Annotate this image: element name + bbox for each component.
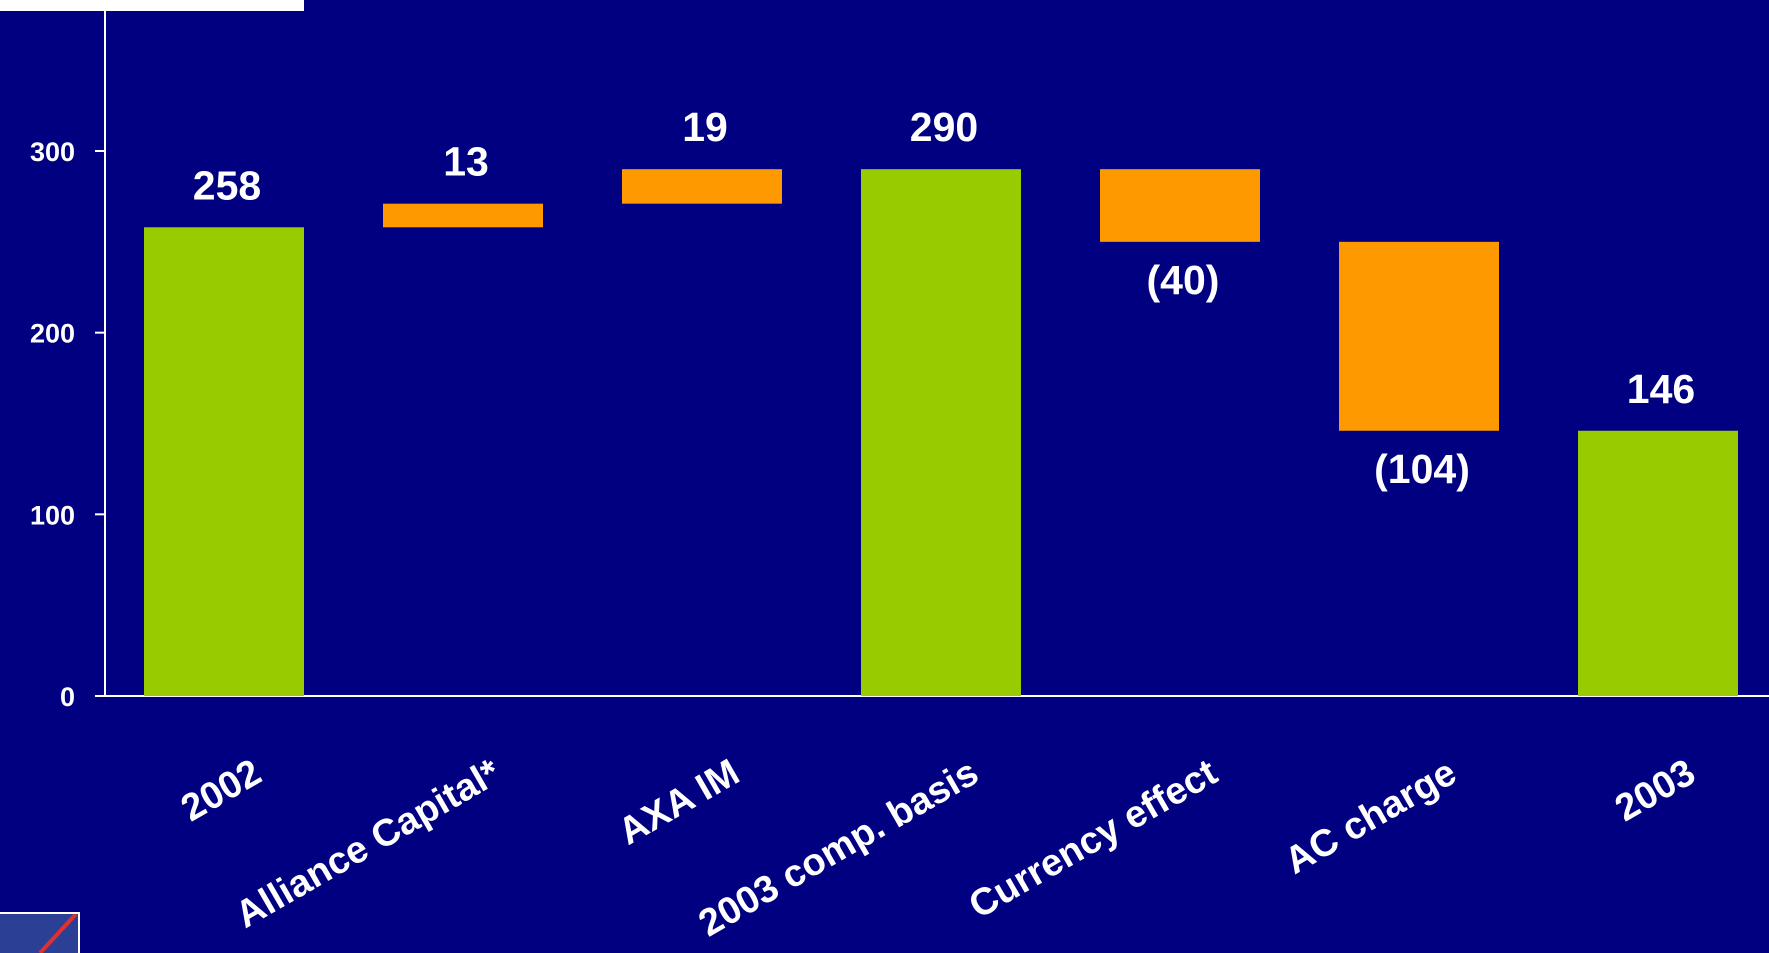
data-label: (104)	[1374, 446, 1470, 492]
data-label: 146	[1627, 366, 1695, 412]
y-tick-label: 300	[30, 137, 75, 167]
y-tick-label: 100	[30, 500, 75, 530]
y-tick-label: 200	[30, 319, 75, 349]
category-label: AC charge	[1278, 751, 1464, 882]
data-label: 258	[193, 162, 261, 208]
data-label: 290	[910, 104, 978, 150]
y-tick-label: 0	[60, 682, 75, 712]
bar-2002	[144, 227, 304, 697]
category-label: 2003	[1608, 751, 1702, 830]
category-label: Alliance Capital*	[229, 751, 508, 936]
logo-mark-icon	[38, 914, 78, 953]
category-label: 2002	[174, 751, 268, 830]
bar-2003	[1578, 430, 1738, 696]
data-label: 19	[682, 104, 728, 150]
category-label: AXA IM	[612, 751, 747, 853]
bar-currency-effect	[1100, 169, 1260, 242]
logo-corner	[0, 912, 80, 953]
y-ticks: 0 100 200 300	[30, 137, 105, 712]
data-labels: 258 13 19 290 (40) (104) 146	[193, 104, 1695, 492]
bar-axa-im	[622, 169, 782, 204]
category-label: Currency effect	[962, 751, 1225, 927]
data-label: 13	[443, 139, 489, 185]
bar-2003-comp-basis	[861, 169, 1021, 696]
bar-ac-charge	[1339, 241, 1499, 431]
data-label: (40)	[1147, 257, 1220, 303]
bars	[144, 169, 1738, 697]
bar-alliance-capital	[383, 203, 543, 228]
corner-tab	[0, 0, 304, 11]
